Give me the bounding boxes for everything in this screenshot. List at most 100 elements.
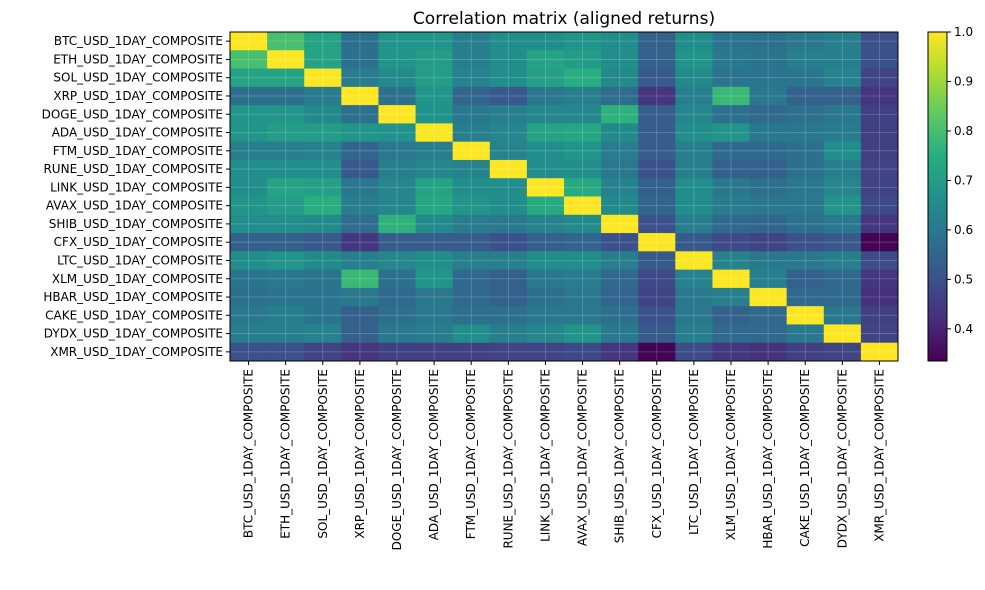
heatmap-cell-9-10: [601, 196, 639, 216]
heatmap-cell-8-5: [415, 178, 454, 197]
heatmap-cell-13-16: [823, 269, 862, 289]
heatmap-cell-1-2: [304, 50, 342, 69]
heatmap-cell-6-12: [675, 141, 713, 161]
heatmap-cell-14-8: [526, 287, 565, 307]
heatmap-cell-6-3: [341, 141, 379, 161]
heatmap-cell-1-9: [564, 50, 602, 69]
heatmap-cell-5-15: [786, 123, 825, 143]
heatmap-cell-7-5: [415, 159, 454, 179]
x-axis-ticks: BTC_USD_1DAY_COMPOSITE ETH_USD_1DAY_COMPO…: [242, 361, 886, 550]
heatmap-cell-0-16: [823, 32, 862, 51]
heatmap-cell-14-6: [452, 287, 491, 307]
heatmap-cell-6-11: [638, 141, 676, 161]
heatmap-cell-5-13: [712, 123, 750, 143]
heatmap-cell-16-5: [415, 324, 454, 344]
heatmap-cell-11-15: [786, 233, 825, 252]
heatmap-cell-7-4: [378, 159, 416, 179]
heatmap-cell-10-0: [230, 214, 268, 234]
heatmap-cell-3-7: [489, 86, 528, 106]
heatmap-cell-12-7: [489, 251, 528, 271]
heatmap-cell-8-1: [267, 178, 305, 197]
heatmap-cell-3-4: [378, 86, 416, 106]
heatmap-cell-1-13: [712, 50, 750, 69]
heatmap-cell-0-14: [749, 32, 788, 51]
heatmap-cell-13-6: [452, 269, 491, 289]
heatmap-frame: [229, 31, 899, 362]
heatmap-cell-3-17: [860, 86, 899, 106]
heatmap-cell-15-17: [860, 306, 899, 325]
colorbar-tick-label: 0.6: [954, 223, 973, 237]
heatmap-cell-6-2: [304, 141, 342, 161]
heatmap-cell-1-3: [341, 50, 379, 69]
x-tick-label: DOGE_USD_1DAY_COMPOSITE: [390, 369, 404, 550]
heatmap-cell-0-10: [601, 32, 639, 51]
heatmap-cell-7-1: [267, 159, 305, 179]
heatmap-cell-8-12: [675, 178, 713, 197]
colorbar-tick-label: 0.9: [954, 74, 973, 88]
heatmap-cell-3-14: [749, 86, 788, 106]
heatmap-cell-4-13: [712, 105, 750, 124]
x-tick-label: XRP_USD_1DAY_COMPOSITE: [353, 369, 367, 539]
heatmap-cell-17-11: [638, 342, 676, 362]
heatmap-cell-11-13: [712, 233, 750, 252]
heatmap-cell-13-15: [786, 269, 825, 289]
heatmap-cell-3-10: [601, 86, 639, 106]
heatmap-cell-7-14: [749, 159, 788, 179]
heatmap-cell-10-17: [860, 214, 899, 234]
heatmap-cell-14-13: [712, 287, 750, 307]
heatmap-cell-0-2: [304, 32, 342, 51]
heatmap-cell-7-16: [823, 159, 862, 179]
heatmap-cell-8-17: [860, 178, 899, 197]
heatmap-grid: [230, 32, 898, 361]
heatmap-cell-17-3: [341, 342, 379, 362]
heatmap-cell-14-10: [601, 287, 639, 307]
heatmap-cell-4-2: [304, 105, 342, 124]
heatmap-cell-7-6: [452, 159, 491, 179]
y-tick-label: ETH_USD_1DAY_COMPOSITE: [53, 52, 223, 66]
heatmap-cell-9-9: [564, 196, 602, 216]
heatmap-cell-5-0: [230, 123, 268, 143]
heatmap-cell-11-2: [304, 233, 342, 252]
heatmap-cell-0-17: [860, 32, 899, 51]
heatmap-cell-15-1: [267, 306, 305, 325]
heatmap-cell-16-15: [786, 324, 825, 344]
heatmap-cell-2-8: [526, 68, 565, 88]
x-tick-label: ADA_USD_1DAY_COMPOSITE: [427, 369, 441, 540]
heatmap-cell-10-9: [564, 214, 602, 234]
heatmap-cell-11-14: [749, 233, 788, 252]
heatmap-cell-3-8: [526, 86, 565, 106]
heatmap-cell-8-10: [601, 178, 639, 197]
colorbar-tick-label: 0.5: [954, 272, 973, 286]
heatmap-cell-5-4: [378, 123, 416, 143]
x-tick-label: BTC_USD_1DAY_COMPOSITE: [242, 369, 256, 538]
heatmap-cell-12-4: [378, 251, 416, 271]
heatmap-cell-1-5: [415, 50, 454, 69]
heatmap-cell-6-6: [452, 141, 491, 161]
heatmap-cell-10-15: [786, 214, 825, 234]
heatmap-cell-10-8: [526, 214, 565, 234]
heatmap-cell-5-16: [823, 123, 862, 143]
colorbar-tick-label: 1.0: [954, 25, 973, 39]
heatmap-cell-0-0: [230, 32, 268, 51]
heatmap-cell-11-4: [378, 233, 416, 252]
heatmap-cell-7-7: [489, 159, 528, 179]
heatmap-cell-17-5: [415, 342, 454, 362]
heatmap-cell-2-10: [601, 68, 639, 88]
heatmap-cell-6-0: [230, 141, 268, 161]
heatmap-cell-12-6: [452, 251, 491, 271]
heatmap-cell-15-9: [564, 306, 602, 325]
heatmap-cell-13-3: [341, 269, 379, 289]
colorbar-ticks: 0.4 0.5 0.6 0.7 0.8 0.9 1.0: [947, 25, 973, 336]
heatmap-cell-15-4: [378, 306, 416, 325]
y-tick-label: AVAX_USD_1DAY_COMPOSITE: [46, 199, 223, 213]
y-tick-label: RUNE_USD_1DAY_COMPOSITE: [43, 162, 223, 176]
heatmap-cell-12-2: [304, 251, 342, 271]
heatmap-cell-5-1: [267, 123, 305, 143]
heatmap-cell-13-17: [860, 269, 899, 289]
heatmap-cell-15-15: [786, 306, 825, 325]
heatmap-cell-9-7: [489, 196, 528, 216]
heatmap-cell-17-12: [675, 342, 713, 362]
heatmap-cell-14-16: [823, 287, 862, 307]
heatmap-cell-0-13: [712, 32, 750, 51]
heatmap-cell-4-15: [786, 105, 825, 124]
